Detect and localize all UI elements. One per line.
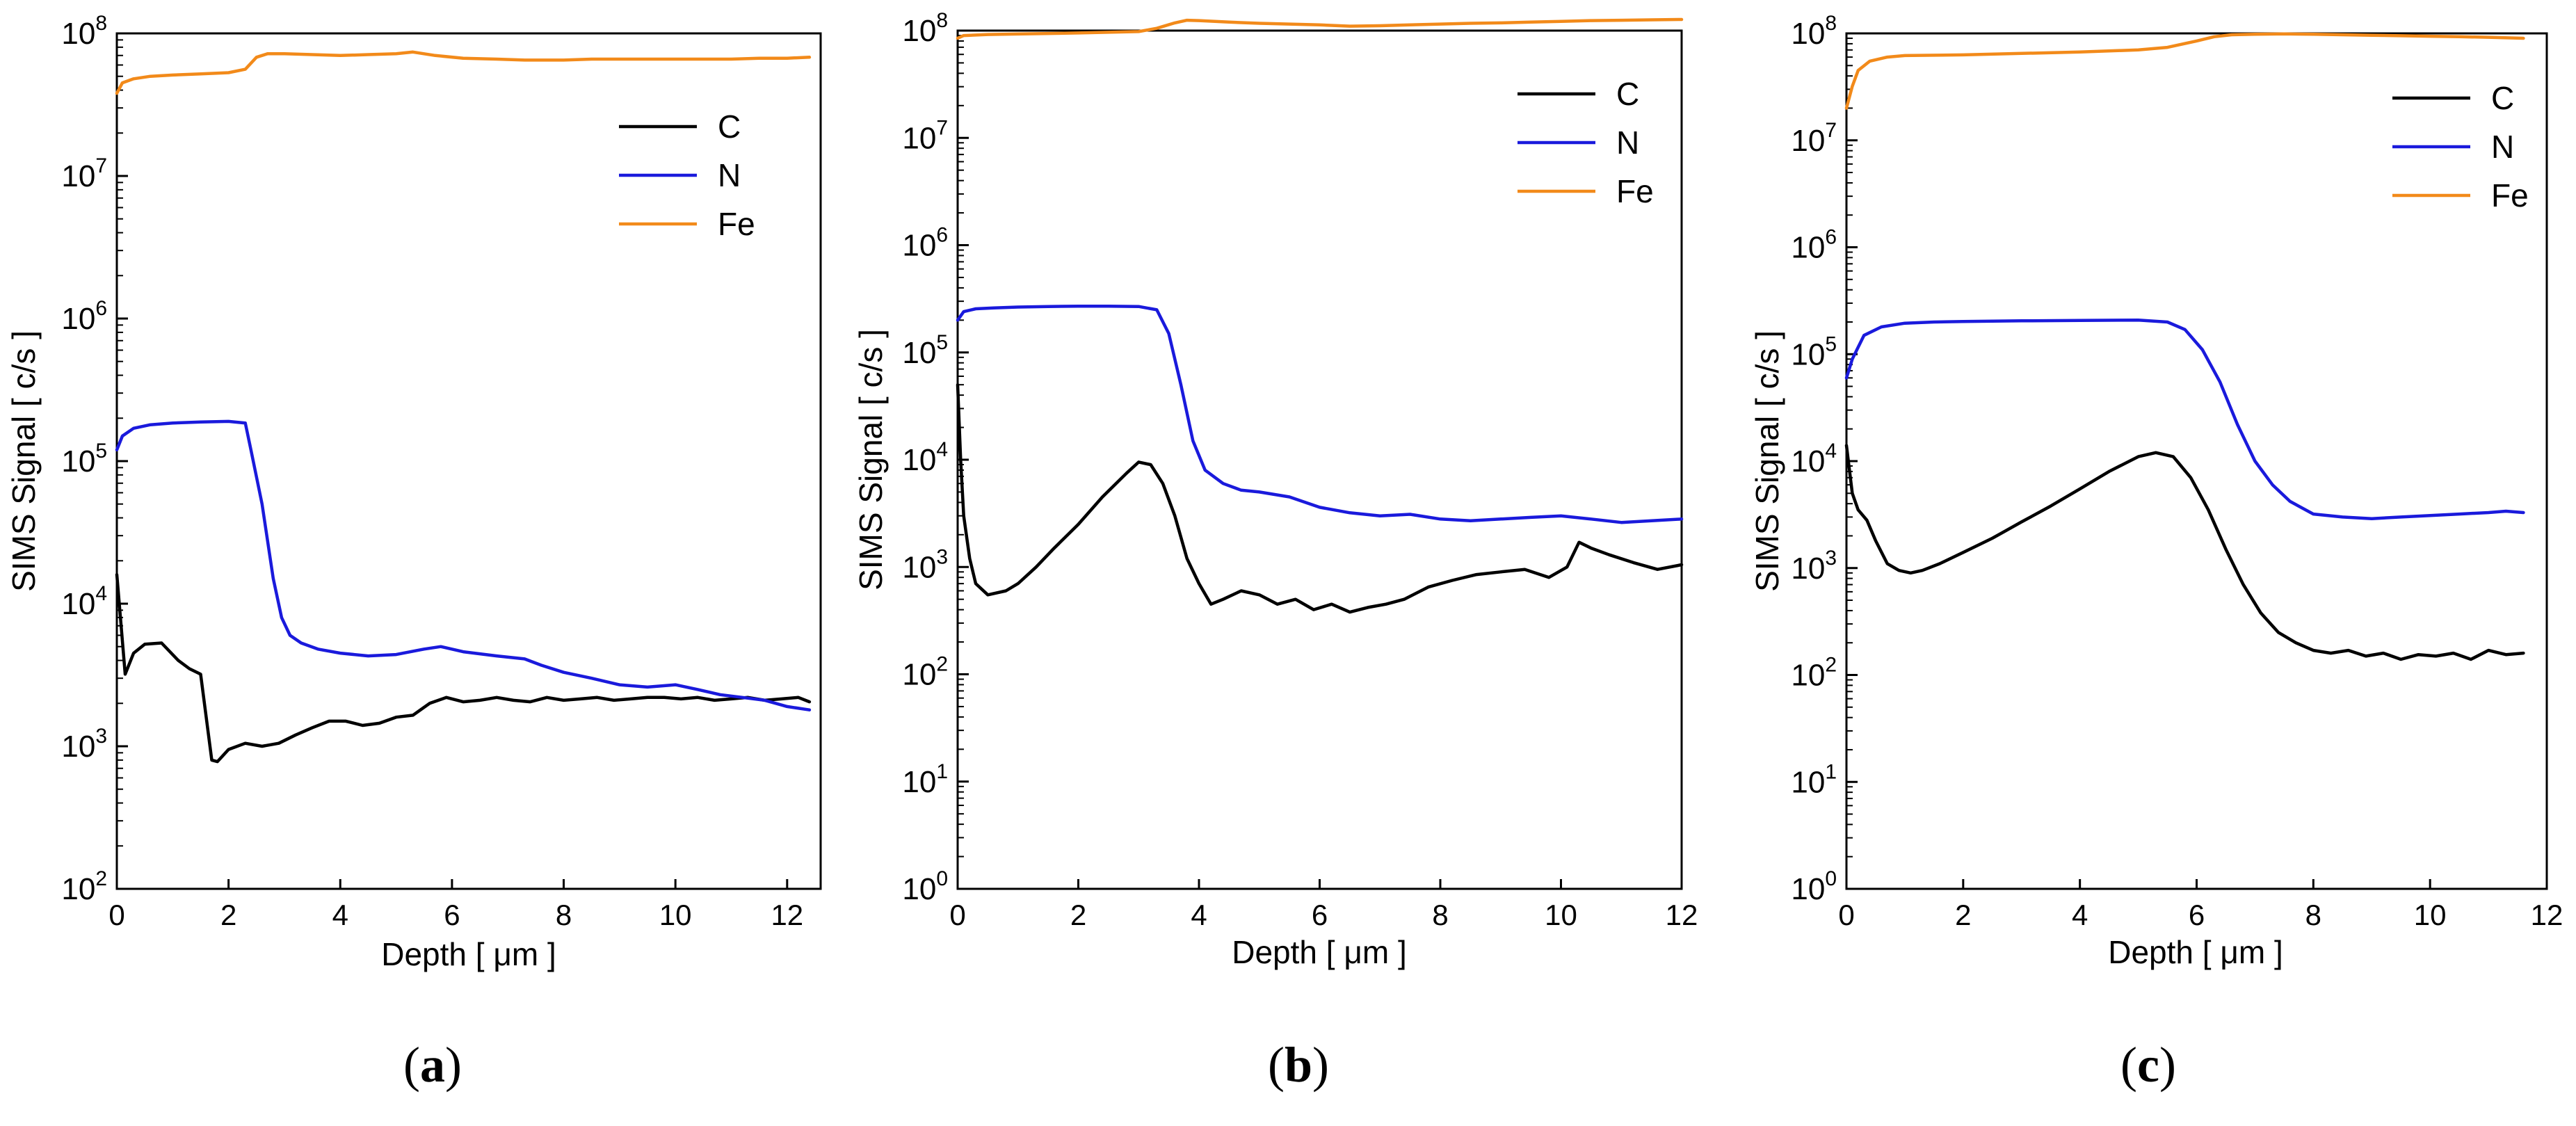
- plot-frame: [1845, 32, 2548, 890]
- y-tick-label: 105: [1791, 332, 1837, 371]
- series-line-c: [115, 572, 812, 764]
- series-line-c: [1844, 444, 2525, 661]
- y-tick-label: 104: [902, 438, 948, 477]
- y-axis-label: SIMS Signal [ c/s ]: [1749, 330, 1785, 592]
- y-tick-label: 108: [1791, 12, 1837, 51]
- x-tick-label: 10: [1545, 899, 1577, 931]
- series-line-n: [115, 419, 812, 711]
- y-tick-label: 107: [1791, 119, 1837, 158]
- x-tick-label: 8: [1432, 899, 1448, 931]
- chart-panel-b: 0 2 4 6 8 10 12 100 101 102 103 104 105 106 107 108 Dept…: [853, 9, 1698, 1093]
- x-axis-label: Depth [ μm ]: [2108, 934, 2283, 970]
- y-tick-label: 107: [902, 116, 948, 155]
- y-tick-label: 103: [1791, 547, 1837, 586]
- y-tick-label: 107: [61, 154, 107, 193]
- x-tick-label: 2: [1070, 899, 1086, 931]
- y-tick-label: 108: [61, 12, 107, 51]
- y-tick-label: 104: [1791, 440, 1837, 478]
- series-line-fe: [956, 17, 1684, 40]
- chart-panel-a: 0 2 4 6 8 10 12 102 103 104 105 106 107 108 Depth [ μm…: [6, 12, 822, 1093]
- y-tick-label: 104: [61, 582, 107, 621]
- y-tick-label: 102: [1791, 654, 1837, 693]
- y-axis-label: SIMS Signal [ c/s ]: [6, 330, 42, 592]
- legend-label-fe: Fe: [2491, 177, 2529, 214]
- x-tick-label: 8: [556, 899, 572, 931]
- legend-label-c: C: [718, 108, 741, 145]
- y-tick-label: 101: [902, 760, 948, 799]
- x-tick-label: 4: [2072, 899, 2088, 931]
- x-axis-label: Depth [ μm ]: [1232, 934, 1406, 970]
- x-tick-label: 2: [1955, 899, 1971, 931]
- x-tick-label: 4: [332, 899, 348, 931]
- series-line-fe: [115, 50, 812, 95]
- x-tick-label: 12: [2531, 899, 2563, 931]
- x-tick-label: 0: [108, 899, 124, 931]
- series-line-fe: [1844, 32, 2525, 110]
- y-tick-label: 102: [902, 653, 948, 692]
- y-tick-label: 101: [1791, 760, 1837, 799]
- x-tick-label: 4: [1191, 899, 1207, 931]
- y-tick-label: 100: [1791, 867, 1837, 906]
- y-tick-label: 103: [902, 545, 948, 584]
- y-tick-label: 105: [61, 440, 107, 478]
- legend-label-fe: Fe: [1616, 173, 1654, 209]
- series-line-n: [956, 304, 1684, 524]
- series-line-n: [1844, 319, 2525, 520]
- x-tick-label: 12: [1666, 899, 1698, 931]
- x-tick-label: 8: [2305, 899, 2321, 931]
- legend-label-c: C: [2491, 80, 2514, 116]
- x-tick-label: 6: [444, 899, 460, 931]
- y-tick-label: 103: [61, 725, 107, 764]
- y-tick-label: 106: [1791, 226, 1837, 265]
- legend-label-n: N: [718, 157, 741, 193]
- x-tick-label: 12: [771, 899, 803, 931]
- x-tick-label: 10: [659, 899, 692, 931]
- x-tick-label: 6: [1312, 899, 1328, 931]
- panel-label-a: (a): [403, 1037, 462, 1093]
- legend-label-fe: Fe: [718, 206, 755, 242]
- x-tick-label: 0: [949, 899, 965, 931]
- legend-label-c: C: [1616, 76, 1639, 112]
- y-tick-label: 100: [902, 867, 948, 906]
- x-axis-label: Depth [ μm ]: [381, 936, 556, 972]
- y-tick-label: 102: [61, 867, 107, 906]
- panel-label-c: (c): [2120, 1037, 2176, 1093]
- x-tick-label: 6: [2189, 899, 2205, 931]
- plot-frame: [956, 29, 1683, 890]
- y-axis-label: SIMS Signal [ c/s ]: [853, 329, 889, 590]
- y-tick-label: 106: [61, 297, 107, 336]
- y-tick-label: 108: [902, 9, 948, 48]
- x-tick-label: 10: [2414, 899, 2447, 931]
- series-line-c: [956, 383, 1684, 614]
- panel-label-b: (b): [1268, 1037, 1329, 1093]
- chart-panel-c: 0 2 4 6 8 10 12 100 101 102 103 104 105 106 107 108 Dept…: [1749, 12, 2563, 1093]
- y-tick-label: 105: [902, 331, 948, 370]
- plot-frame: [115, 32, 822, 890]
- y-tick-label: 106: [902, 224, 948, 263]
- x-tick-label: 0: [1838, 899, 1854, 931]
- legend-label-n: N: [1616, 124, 1639, 161]
- legend-label-n: N: [2491, 129, 2514, 165]
- x-tick-label: 2: [220, 899, 236, 931]
